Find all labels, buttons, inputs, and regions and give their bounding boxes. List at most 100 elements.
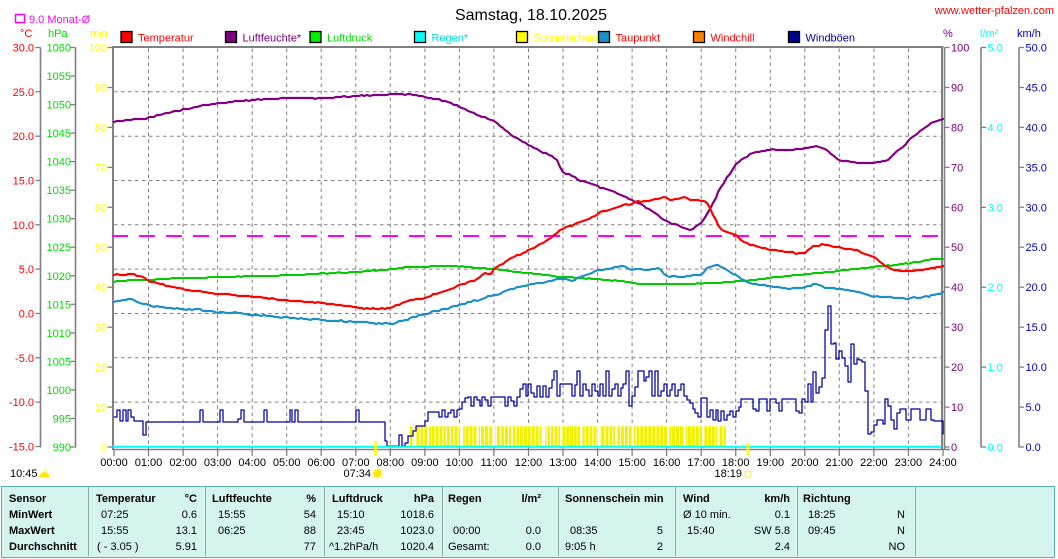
- svg-text:05:00: 05:00: [273, 457, 301, 469]
- svg-text:1020: 1020: [47, 271, 71, 283]
- svg-text:50: 50: [95, 242, 107, 254]
- svg-text:°C: °C: [20, 28, 32, 40]
- svg-text:hPa: hPa: [48, 28, 68, 40]
- svg-text:00:00: 00:00: [100, 457, 128, 469]
- svg-text:90: 90: [951, 83, 963, 95]
- svg-text:50.0: 50.0: [1026, 43, 1047, 55]
- svg-text:45.0: 45.0: [1026, 83, 1047, 95]
- svg-text:04:00: 04:00: [238, 457, 266, 469]
- svg-text:Windchill: Windchill: [711, 33, 755, 45]
- svg-text:50: 50: [951, 242, 963, 254]
- svg-text:02:00: 02:00: [169, 457, 197, 469]
- svg-text:20.0: 20.0: [1026, 282, 1047, 294]
- svg-text:9.0 Monat-Ø: 9.0 Monat-Ø: [29, 14, 91, 26]
- svg-text:24:00: 24:00: [929, 457, 957, 469]
- svg-text:5.0: 5.0: [988, 43, 1003, 55]
- svg-text:01:00: 01:00: [135, 457, 163, 469]
- svg-text:1005: 1005: [47, 356, 71, 368]
- svg-text:18:00: 18:00: [722, 457, 750, 469]
- svg-text:%: %: [943, 28, 953, 40]
- svg-text:Taupunkt: Taupunkt: [616, 33, 661, 45]
- svg-text:www.wetter-pfalzen.com: www.wetter-pfalzen.com: [934, 5, 1054, 17]
- svg-text:100: 100: [951, 43, 969, 55]
- svg-text:-15.0: -15.0: [9, 442, 34, 454]
- svg-text:5.0: 5.0: [19, 264, 34, 276]
- svg-text:80: 80: [951, 122, 963, 134]
- svg-text:5.0: 5.0: [1026, 402, 1041, 414]
- svg-text:10.0: 10.0: [1026, 362, 1047, 374]
- svg-text:Luftdruck: Luftdruck: [327, 33, 373, 45]
- svg-text:1035: 1035: [47, 185, 71, 197]
- svg-text:km/h: km/h: [1017, 28, 1041, 40]
- svg-text:Sonnenschein: Sonnenschein: [534, 33, 598, 45]
- svg-text:l/m²: l/m²: [980, 28, 999, 40]
- svg-text:07:00: 07:00: [342, 457, 370, 469]
- svg-text:Temperatur: Temperatur: [138, 33, 194, 45]
- svg-text:1060: 1060: [47, 43, 71, 55]
- svg-text:40: 40: [951, 282, 963, 294]
- svg-text:60: 60: [95, 202, 107, 214]
- svg-text:16:00: 16:00: [653, 457, 681, 469]
- svg-text:25.0: 25.0: [1026, 242, 1047, 254]
- svg-text:Luftfeuchte*: Luftfeuchte*: [243, 33, 302, 45]
- svg-text:22:00: 22:00: [860, 457, 888, 469]
- svg-text:1015: 1015: [47, 299, 71, 311]
- svg-text:30.0: 30.0: [1026, 202, 1047, 214]
- svg-text:10:45: 10:45: [10, 468, 38, 480]
- svg-text:Regen*: Regen*: [432, 33, 469, 45]
- svg-text:20: 20: [951, 362, 963, 374]
- svg-text:14:00: 14:00: [584, 457, 612, 469]
- svg-text:12:00: 12:00: [515, 457, 543, 469]
- svg-text:20:00: 20:00: [791, 457, 819, 469]
- svg-text:19:00: 19:00: [757, 457, 785, 469]
- svg-text:17:00: 17:00: [687, 457, 715, 469]
- svg-text:-5.0: -5.0: [15, 353, 34, 365]
- svg-text:995: 995: [53, 414, 71, 426]
- svg-text:20: 20: [95, 362, 107, 374]
- svg-text:21:00: 21:00: [826, 457, 854, 469]
- svg-text:60: 60: [951, 202, 963, 214]
- svg-text:15.0: 15.0: [1026, 322, 1047, 334]
- svg-text:23:00: 23:00: [895, 457, 923, 469]
- svg-text:30: 30: [951, 322, 963, 334]
- svg-text:100: 100: [89, 43, 107, 55]
- svg-text:40.0: 40.0: [1026, 122, 1047, 134]
- svg-text:1055: 1055: [47, 71, 71, 83]
- svg-text:990: 990: [53, 442, 71, 454]
- svg-text:1000: 1000: [47, 385, 71, 397]
- svg-text:03:00: 03:00: [204, 457, 232, 469]
- svg-text:30.0: 30.0: [13, 43, 34, 55]
- svg-text:0.0: 0.0: [1026, 442, 1041, 454]
- svg-text:4.0: 4.0: [988, 122, 1003, 134]
- svg-text:15:00: 15:00: [618, 457, 646, 469]
- svg-text:25.0: 25.0: [13, 87, 34, 99]
- svg-text:10.0: 10.0: [13, 220, 34, 232]
- svg-text:11:00: 11:00: [481, 457, 508, 469]
- svg-text:90: 90: [95, 83, 107, 95]
- svg-text:08:00: 08:00: [377, 457, 405, 469]
- svg-text:1025: 1025: [47, 242, 71, 254]
- svg-text:Windböen: Windböen: [806, 33, 856, 45]
- svg-text:70: 70: [951, 162, 963, 174]
- svg-text:06:00: 06:00: [307, 457, 335, 469]
- svg-text:35.0: 35.0: [1026, 162, 1047, 174]
- svg-text:0.0: 0.0: [19, 309, 34, 321]
- svg-text:10:00: 10:00: [446, 457, 474, 469]
- svg-text:1030: 1030: [47, 214, 71, 226]
- svg-text:18:19: 18:19: [714, 468, 742, 480]
- svg-text:15.0: 15.0: [13, 176, 34, 188]
- svg-text:13:00: 13:00: [549, 457, 577, 469]
- svg-text:3.0: 3.0: [988, 202, 1003, 214]
- svg-text:10: 10: [95, 402, 107, 414]
- svg-text:-10.0: -10.0: [9, 397, 34, 409]
- svg-text:10: 10: [951, 402, 963, 414]
- svg-text:2.0: 2.0: [988, 282, 1003, 294]
- svg-text:0: 0: [101, 442, 107, 454]
- svg-text:07:34: 07:34: [343, 468, 371, 480]
- svg-text:0: 0: [951, 442, 957, 454]
- svg-text:1010: 1010: [47, 328, 71, 340]
- svg-text:1.0: 1.0: [988, 362, 1003, 374]
- svg-text:70: 70: [95, 162, 107, 174]
- svg-text:20.0: 20.0: [13, 131, 34, 143]
- svg-text:0.0: 0.0: [988, 442, 1003, 454]
